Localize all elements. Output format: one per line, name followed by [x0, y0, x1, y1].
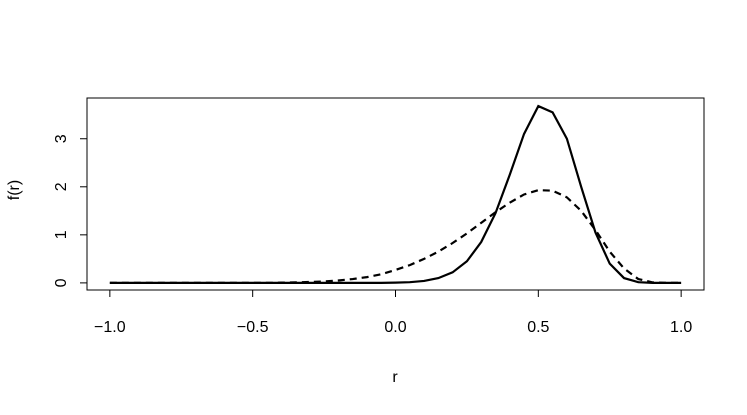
x-tick-label: 0.5: [527, 319, 549, 336]
x-tick-label: 1.0: [670, 319, 692, 336]
y-tick-label: 1: [53, 230, 70, 239]
y-axis-title: f(r): [6, 180, 23, 200]
x-tick-label: −0.5: [237, 319, 269, 336]
x-tick-label: −1.0: [94, 319, 126, 336]
series-line: [109, 104, 682, 284]
series-line: [109, 189, 682, 284]
y-tick-label: 0: [53, 278, 70, 287]
y-tick-label: 2: [53, 182, 70, 191]
x-axis-title: r: [392, 369, 398, 386]
y-tick-label: 3: [53, 134, 70, 143]
x-tick-label: 0.0: [384, 319, 406, 336]
plot-box: [86, 97, 705, 291]
